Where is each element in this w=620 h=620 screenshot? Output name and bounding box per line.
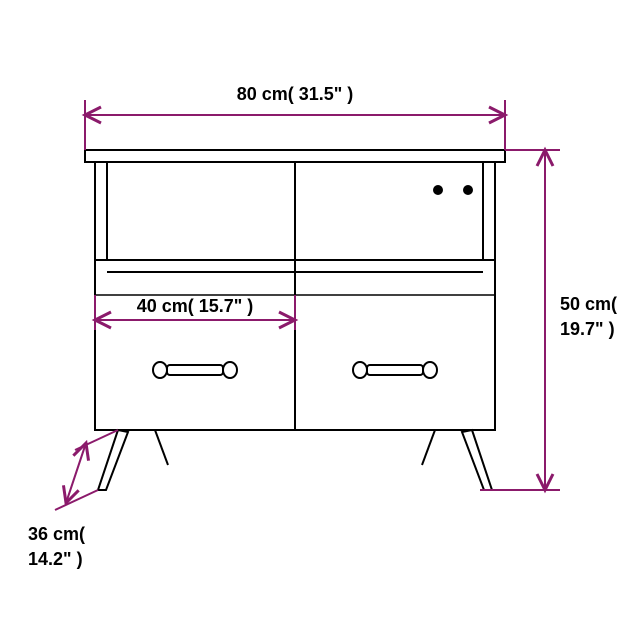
leg-front-right (462, 430, 492, 490)
handle-right (353, 362, 437, 378)
leg-front-left (98, 430, 128, 490)
leg-back-right (422, 430, 435, 465)
handle-left (153, 362, 237, 378)
furniture-dimension-diagram: 80 cm( 31.5" ) 50 cm( 19.7" ) 40 cm( 15.… (0, 0, 620, 620)
dim-depth (55, 430, 118, 510)
back-hole (434, 186, 442, 194)
top-panel (85, 150, 505, 162)
legs (98, 430, 492, 490)
dim-width (85, 100, 505, 150)
leg-back-left (155, 430, 168, 465)
dim-width-label: 80 cm( 31.5" ) (237, 84, 354, 104)
back-hole (464, 186, 472, 194)
cabinet-body (85, 150, 505, 430)
dim-depth-label-cm: 36 cm( (28, 524, 85, 544)
dim-height (480, 150, 560, 490)
dim-height-label-cm: 50 cm( (560, 294, 617, 314)
dim-height-label-in: 19.7" ) (560, 319, 615, 339)
dim-depth-label-in: 14.2" ) (28, 549, 83, 569)
dim-drawer-width-label: 40 cm( 15.7" ) (137, 296, 254, 316)
